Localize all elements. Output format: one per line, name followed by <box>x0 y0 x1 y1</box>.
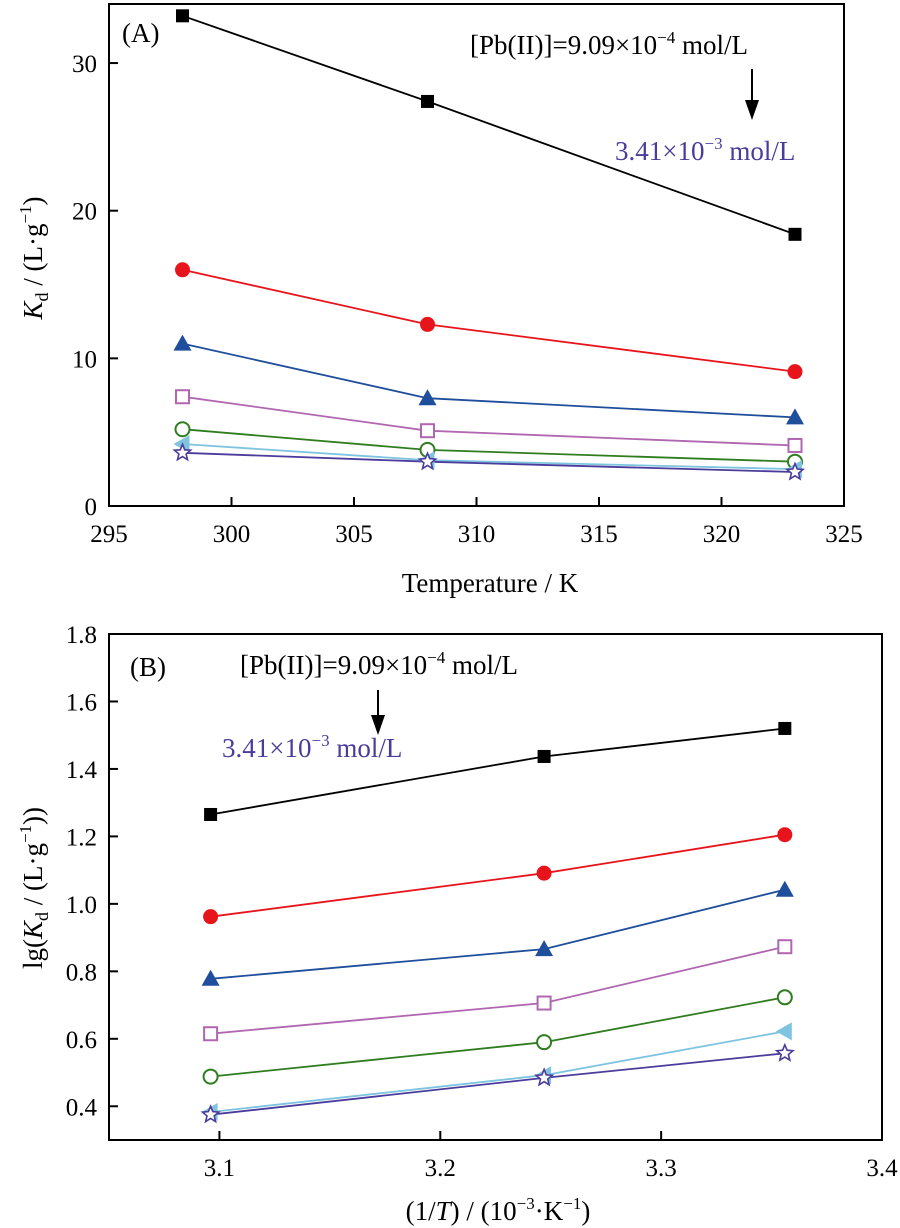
chart-a-x-axis-label: Temperature / K <box>402 568 579 598</box>
chart-b-series-2-line <box>210 833 785 918</box>
chart-a-x-tick-label: 325 <box>825 521 863 548</box>
chart-b-y-tick-label: 1.6 <box>66 689 97 716</box>
chart-a-annotation-top: [Pb(II)]=9.09×10−4 mol/L <box>470 28 748 60</box>
chart-b-arrow <box>371 690 385 735</box>
chart-a-y-tick-label: 30 <box>72 51 97 78</box>
chart-b-series-7-line <box>210 1052 785 1116</box>
chart-a-series-4-point <box>420 423 435 439</box>
chart-a-x-tick-label: 300 <box>213 521 251 548</box>
chart-b-series-2-point <box>777 827 793 843</box>
chart-a-series-4-line <box>182 395 796 447</box>
chart-a-annotation-bottom: 3.41×10−3 mol/L <box>615 134 795 166</box>
chart-b-series-3-point <box>775 880 794 897</box>
chart-a-series-3-line <box>182 342 796 419</box>
chart-b-panel-label: (B) <box>130 652 166 682</box>
chart-a-y-tick-label: 0 <box>85 494 98 521</box>
chart-b-series-1-point <box>778 721 792 735</box>
chart-b-series-5-point <box>202 1068 219 1085</box>
chart-a-series-3-point <box>173 334 192 351</box>
chart-b-series-4-line <box>210 945 786 1035</box>
chart-b-series-7-point <box>200 1104 221 1124</box>
chart-a-plot-frame <box>108 3 845 507</box>
chart-b-series-2-point <box>203 909 219 925</box>
chart-b-x-tick-label: 3.2 <box>425 1155 456 1182</box>
chart-b-x-tick-label: 3.3 <box>646 1155 677 1182</box>
chart-b-y-tick-label: 1.2 <box>66 824 97 851</box>
chart-b: 3.1 3.2 3.3 3.4 0.4 0.6 0.8 1.0 1.2 1.4 1.6 1.8 (B)… <box>16 622 898 1226</box>
chart-b-plot-frame <box>108 633 883 1141</box>
chart-a-y-tick-label: 10 <box>72 346 97 373</box>
chart-b-series-2-point <box>536 865 552 881</box>
chart-b-y-tick-label: 1.8 <box>66 622 97 649</box>
chart-a-series-5-point <box>174 421 191 438</box>
chart-b-series-4-point <box>777 939 793 955</box>
chart-b-series-3-point <box>535 940 554 957</box>
chart-b-series-5-line <box>210 996 785 1078</box>
chart-a-series-2-line <box>182 268 796 373</box>
chart-a-series-4-point <box>175 389 190 405</box>
chart-a-series-4-point <box>787 437 803 453</box>
chart-b-markers <box>200 721 795 1124</box>
chart-b-y-tick-label: 1.4 <box>66 757 98 784</box>
chart-a-panel-label: (A) <box>122 18 159 48</box>
chart-b-series-7-point <box>533 1067 555 1087</box>
chart-b-x-axis-label: (1/T) / (10−3·K−1) <box>406 1194 591 1226</box>
chart-a-series-lines <box>182 14 796 473</box>
chart-b-annotation-top: [Pb(II)]=9.09×10−4 mol/L <box>240 648 518 680</box>
chart-a-series-2-point <box>175 262 190 278</box>
chart-a-y-axis-label: Kd / (L·g−1) <box>16 196 52 320</box>
chart-a-ticks: 295 300 305 310 315 320 325 0 10 20 30 <box>72 51 863 548</box>
chart-a-x-tick-label: 320 <box>703 521 741 548</box>
chart-a-x-tick-label: 315 <box>580 521 618 548</box>
chart-b-series-1-point <box>537 749 551 763</box>
chart-a-x-tick-label: 295 <box>90 521 128 548</box>
chart-b-ticks: 3.1 3.2 3.3 3.4 0.4 0.6 0.8 1.0 1.2 1.4 1.6 1.8 <box>66 622 898 1182</box>
chart-a-x-tick-label: 305 <box>335 521 373 548</box>
chart-a-series-2-point <box>787 364 803 380</box>
chart-a-series-3-point <box>418 389 437 406</box>
chart-b-series-6-point <box>775 1022 792 1041</box>
chart-a-markers <box>172 9 806 481</box>
chart-a-x-tick-label: 310 <box>458 521 496 548</box>
chart-b-series-4-point <box>203 1026 219 1042</box>
chart-b-annotation-bottom: 3.41×10−3 mol/L <box>222 731 402 763</box>
chart-b-y-axis-label: lg(Kd / (L·g−1)) <box>16 807 52 969</box>
chart-a-series-7-point <box>784 461 806 481</box>
chart-b-series-5-point <box>536 1034 553 1051</box>
chart-a-series-7-point <box>417 451 438 471</box>
chart-a-y-tick-label: 20 <box>72 199 97 226</box>
chart-b-series-3-line <box>210 888 786 980</box>
chart-a-series-2-point <box>420 316 435 332</box>
chart-b-series-4-point <box>536 995 552 1011</box>
chart-a-series-3-point <box>786 408 804 425</box>
chart-b-series-1-point <box>204 807 218 821</box>
chart-a-series-1-point <box>421 94 434 108</box>
chart-a: 295 300 305 310 315 320 325 0 10 20 30 (A) [Pb(II)… <box>16 3 863 598</box>
chart-b-x-tick-label: 3.4 <box>866 1155 898 1182</box>
chart-b-series-lines <box>210 727 786 1116</box>
chart-b-series-7-point <box>774 1042 795 1062</box>
chart-b-y-tick-label: 0.6 <box>66 1027 97 1054</box>
chart-b-y-tick-label: 0.4 <box>66 1094 98 1121</box>
chart-b-series-5-point <box>776 989 793 1006</box>
chart-b-series-6-line <box>210 1030 785 1113</box>
chart-a-series-1-point <box>176 9 189 23</box>
chart-b-y-tick-label: 1.0 <box>66 892 97 919</box>
chart-a-series-1-point <box>788 227 802 241</box>
chart-b-y-tick-label: 0.8 <box>66 959 97 986</box>
chart-a-series-6-point <box>173 434 190 453</box>
chart-a-arrow <box>745 69 759 120</box>
chart-b-x-tick-label: 3.1 <box>204 1155 235 1182</box>
chart-a-series-7-point <box>172 442 193 462</box>
chart-b-series-3-point <box>201 969 220 986</box>
